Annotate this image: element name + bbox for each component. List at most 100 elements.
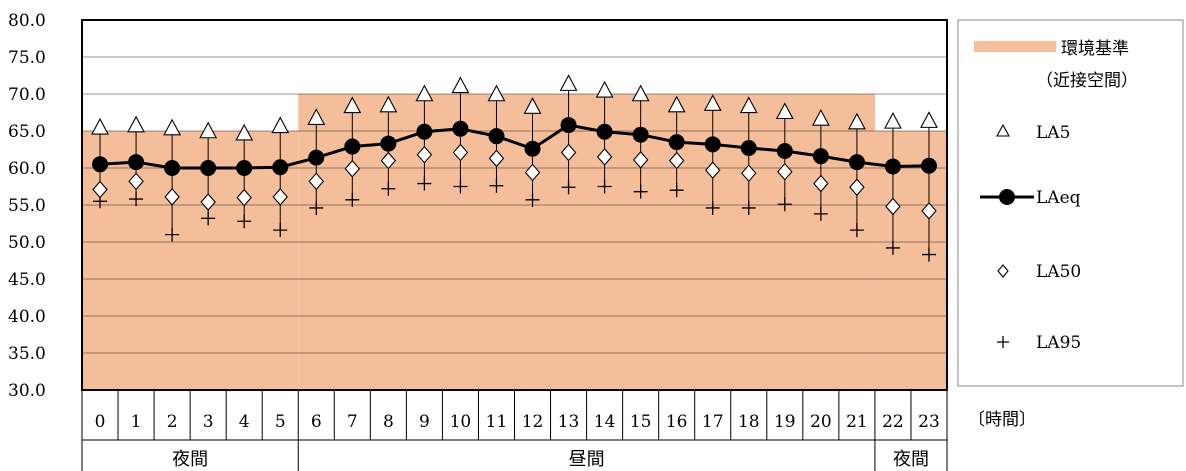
la95-point bbox=[345, 192, 360, 207]
la5-point bbox=[920, 111, 938, 128]
la5-point bbox=[307, 108, 326, 125]
laeq-point bbox=[236, 160, 253, 176]
laeq-point bbox=[488, 128, 505, 145]
la50-point bbox=[741, 164, 757, 183]
la5-point bbox=[595, 80, 614, 98]
legend: 環境基準 （近接空間） LA5 LAeq LA50 LA95 bbox=[957, 19, 1184, 387]
la5-point bbox=[343, 96, 362, 114]
la5-point bbox=[667, 95, 686, 113]
x-tick-label: 16 bbox=[666, 412, 688, 432]
la50-point bbox=[813, 174, 829, 193]
la50-point bbox=[236, 188, 252, 207]
la95-point bbox=[705, 200, 720, 215]
legend-la50-label: LA50 bbox=[1036, 262, 1081, 282]
la5-point bbox=[451, 76, 470, 94]
legend-la5-marker bbox=[996, 123, 1010, 137]
la5-point bbox=[91, 117, 109, 135]
laeq-point bbox=[776, 142, 793, 159]
y-axis-tick-labels: 30.0 35.0 40.0 45.0 50.0 55.0 60.0 65.0 70.0 75.0… bbox=[8, 11, 46, 401]
laeq-point bbox=[380, 135, 397, 152]
la95-point bbox=[381, 181, 396, 196]
la50-point bbox=[849, 178, 865, 197]
legend-laeq-label: LAeq bbox=[1036, 188, 1081, 208]
data-series bbox=[91, 74, 938, 262]
laeq-point bbox=[272, 159, 289, 176]
la95-point bbox=[201, 211, 216, 226]
laeq-point bbox=[416, 123, 433, 140]
laeq-point bbox=[200, 160, 217, 176]
la95-point bbox=[597, 179, 612, 194]
x-tick-label: 18 bbox=[738, 412, 760, 432]
la5-point bbox=[127, 115, 145, 133]
legend-la5-label: LA5 bbox=[1036, 123, 1070, 143]
la50-point bbox=[704, 161, 721, 180]
standard-band bbox=[82, 131, 299, 390]
legend-laeq-marker bbox=[999, 189, 1015, 205]
period-label: 夜間 bbox=[172, 449, 208, 470]
la50-point bbox=[777, 162, 793, 181]
legend-standard-swatch bbox=[974, 41, 1056, 52]
la5-point bbox=[631, 84, 650, 102]
laeq-point bbox=[740, 140, 757, 157]
laeq-point bbox=[560, 117, 577, 134]
la95-point bbox=[849, 223, 864, 238]
x-tick-label: 22 bbox=[882, 412, 904, 432]
la95-point bbox=[237, 214, 252, 229]
x-tick-label: 13 bbox=[558, 412, 580, 432]
la95-point bbox=[669, 183, 684, 198]
gridlines bbox=[82, 19, 947, 391]
la50-point bbox=[272, 188, 288, 206]
x-tick-label: 9 bbox=[419, 412, 430, 432]
y-tick-label: 50.0 bbox=[8, 233, 46, 253]
la95-point bbox=[813, 206, 828, 221]
x-tick-label: 0 bbox=[95, 412, 106, 432]
legend-la50-marker bbox=[997, 264, 1009, 278]
laeq-point bbox=[884, 158, 901, 175]
la50-point bbox=[885, 197, 901, 216]
la50-point bbox=[668, 151, 685, 170]
standard-band bbox=[874, 131, 947, 390]
la50-point bbox=[560, 143, 577, 162]
la50-point bbox=[308, 172, 325, 191]
x-tick-label: 14 bbox=[594, 412, 616, 432]
la50-point bbox=[344, 159, 361, 178]
laeq-point bbox=[92, 156, 109, 173]
x-tick-label: 3 bbox=[203, 412, 214, 432]
x-unit-label: 〔時間〕 bbox=[968, 410, 1036, 430]
la5-point bbox=[487, 84, 506, 102]
x-tick-label: 10 bbox=[450, 412, 472, 432]
x-tick-label: 2 bbox=[167, 412, 178, 432]
la5-point bbox=[163, 118, 182, 136]
la5-point bbox=[775, 102, 794, 120]
laeq-point bbox=[848, 154, 865, 171]
legend-la95-marker bbox=[997, 336, 1009, 348]
la50-point bbox=[416, 145, 433, 164]
y-tick-label: 70.0 bbox=[8, 85, 46, 105]
la50-point bbox=[488, 149, 505, 168]
la50-point bbox=[524, 163, 541, 182]
la95-point bbox=[489, 178, 504, 193]
x-axis-category-table: 0 1 2 3 4 5 6 7 8 9 10 11 12 13 14 15 16 17 18 19 20 21 22 23夜間… bbox=[81, 390, 948, 471]
la95-point bbox=[453, 179, 468, 194]
la95-point bbox=[129, 192, 144, 207]
y-tick-label: 30.0 bbox=[8, 381, 46, 401]
legend-la95-label: LA95 bbox=[1036, 333, 1081, 353]
y-tick-label: 55.0 bbox=[8, 196, 46, 216]
la5-point bbox=[559, 74, 578, 91]
la5-point bbox=[739, 96, 758, 114]
la95-point bbox=[165, 227, 180, 242]
la50-point bbox=[596, 148, 613, 166]
la5-point bbox=[523, 97, 542, 114]
x-tick-label: 23 bbox=[918, 412, 940, 432]
laeq-point bbox=[704, 136, 721, 153]
la95-point bbox=[273, 223, 288, 238]
la50-point bbox=[452, 143, 469, 162]
la95-point bbox=[777, 197, 792, 212]
x-tick-label: 12 bbox=[522, 412, 544, 432]
legend-standard-label: 環境基準 bbox=[1061, 39, 1129, 59]
la95-point bbox=[921, 247, 936, 262]
x-tick-label: 19 bbox=[774, 412, 796, 432]
x-tick-label: 15 bbox=[630, 412, 652, 432]
x-tick-label: 5 bbox=[275, 412, 286, 432]
